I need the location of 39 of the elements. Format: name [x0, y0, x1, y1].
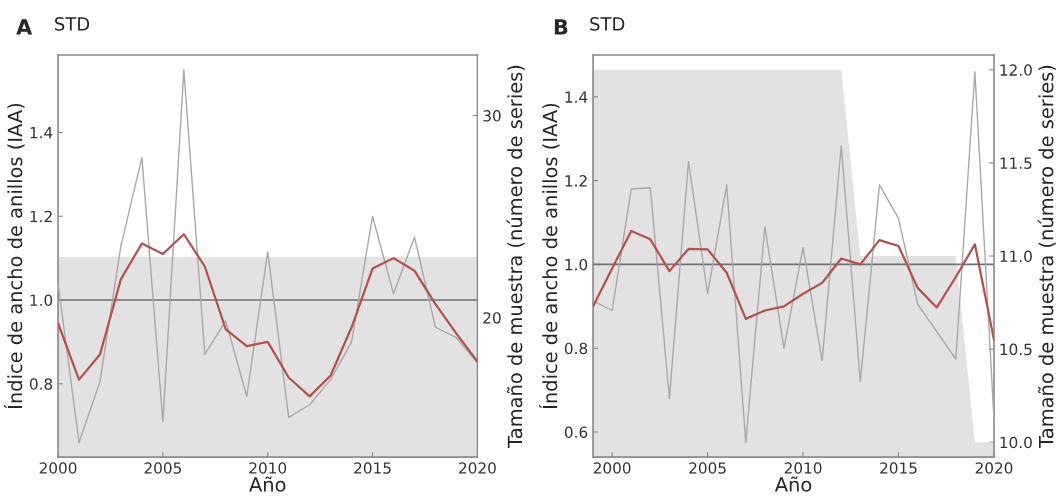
x-tick-label: 2010 — [249, 462, 287, 474]
text: B — [554, 19, 568, 35]
y2-axis-title: Tamaño de muestra (número de series) — [506, 65, 525, 448]
y-tick-label: 0.8 — [564, 342, 588, 355]
y2-axis-title: Tamaño de muestra (número de series) — [1037, 65, 1056, 448]
x-tick-label: 2000 — [39, 462, 77, 474]
chart-title: STD — [590, 17, 625, 31]
x-tick-label: 2005 — [689, 462, 726, 474]
line-series — [593, 229, 994, 341]
y2-tick-label: 10.0 — [1000, 436, 1032, 449]
chart-title: STD — [55, 17, 90, 31]
y-tick-label: 1.2 — [565, 175, 587, 187]
y-tick-label: 0.8 — [29, 378, 53, 390]
y2-tick-label: 11.5 — [1000, 157, 1032, 169]
y2-tick-label: 30 — [483, 110, 501, 122]
y-tick-label: 1.2 — [30, 210, 52, 223]
x-tick-label: 2010 — [784, 462, 822, 474]
x-axis-title: Año — [249, 476, 286, 492]
y-tick-label: 1.0 — [565, 258, 588, 271]
line-series — [58, 68, 478, 444]
x-tick-label: 2020 — [975, 462, 1013, 474]
y-tick-label: 1.0 — [30, 294, 53, 307]
y-tick-label: 1.4 — [30, 127, 53, 139]
y-tick-label: 0.6 — [564, 426, 588, 439]
x-tick-label: 2000 — [593, 462, 631, 474]
text: A — [16, 19, 33, 35]
y2-tick-label: 20 — [483, 312, 501, 324]
y-axis-title: Índice de ancho de anillos (IAA) — [4, 103, 25, 409]
x-tick-label: 2015 — [880, 462, 917, 474]
y2-tick-label: 10.5 — [1000, 343, 1032, 356]
x-tick-label: 2005 — [144, 462, 181, 474]
y-axis-title: Índice de ancho de anillos (IAA) — [539, 103, 560, 409]
x-axis-title: Año — [774, 476, 812, 492]
y2-tick-label: 11.0 — [1000, 250, 1032, 263]
line-series — [58, 233, 478, 398]
x-tick-label: 2015 — [354, 462, 391, 474]
x-tick-label: 2020 — [459, 462, 496, 474]
y-tick-label: 1.4 — [565, 91, 588, 103]
y2-tick-label: 12.0 — [1000, 64, 1032, 76]
